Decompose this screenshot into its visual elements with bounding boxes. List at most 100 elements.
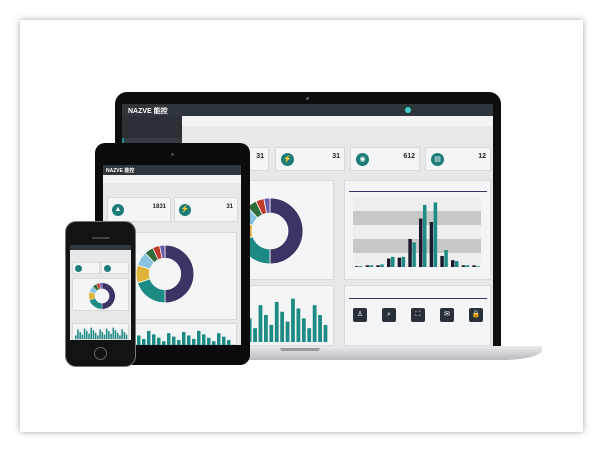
top-bar: NAZVE 能控	[122, 104, 493, 116]
breadcrumb	[103, 175, 241, 183]
donut-slice	[99, 282, 103, 290]
logo: NAZVE 能控	[106, 168, 135, 174]
stat-card: ▤ 12	[425, 147, 491, 171]
histogram-bar	[142, 338, 146, 345]
histogram-bar	[90, 327, 93, 339]
status-icon[interactable]	[405, 107, 411, 113]
histogram-bar	[121, 329, 123, 339]
histogram-bar	[116, 332, 119, 339]
stat-card: ▲ 1831	[107, 197, 171, 222]
donut-slice	[164, 244, 195, 304]
bar	[397, 257, 402, 267]
tablet-donut	[135, 244, 195, 304]
donut-slice	[137, 278, 166, 304]
histogram-bar	[79, 331, 81, 339]
donut-slice	[159, 244, 166, 259]
histogram-bar	[258, 305, 263, 342]
lock-icon[interactable]: 🔒	[469, 308, 483, 322]
message-icon[interactable]: ✉	[440, 308, 454, 322]
histogram-bar	[81, 334, 84, 339]
bar	[440, 255, 444, 267]
histogram-bar	[301, 318, 306, 342]
bar	[359, 266, 363, 267]
histogram-bar	[97, 335, 99, 339]
histogram-bar	[280, 311, 285, 342]
histogram-bar	[192, 338, 196, 345]
histogram-bar	[77, 329, 79, 339]
donut-slice	[269, 197, 304, 265]
bar	[461, 265, 466, 267]
bar	[472, 265, 476, 267]
sidebar-item-home[interactable]	[122, 138, 182, 145]
histogram-bar	[318, 315, 322, 342]
bar	[355, 266, 359, 267]
histogram-bar	[187, 335, 191, 345]
histogram-bar	[114, 330, 117, 339]
histogram-bar	[101, 331, 104, 339]
flash-icon	[104, 265, 111, 272]
donut-slice	[89, 298, 103, 310]
histogram-bar	[137, 335, 141, 345]
pie-card	[72, 278, 129, 311]
stat-value: 31	[226, 204, 233, 210]
stat-value: 31	[332, 153, 340, 160]
logo: NAZVE 能控	[128, 108, 168, 115]
stat-card	[101, 262, 129, 274]
histogram-bar	[307, 328, 312, 342]
bar	[376, 265, 380, 267]
bar	[429, 221, 434, 267]
bar	[465, 265, 470, 267]
flash-icon: ⚡	[281, 153, 294, 166]
histogram-bar	[152, 334, 156, 345]
histogram-bar	[112, 327, 115, 339]
phone-donut	[88, 282, 116, 310]
bar	[412, 242, 416, 267]
bar	[387, 258, 391, 267]
histogram-bar	[323, 324, 328, 342]
user-icon[interactable]: ♙	[353, 308, 367, 322]
histogram-bar	[202, 334, 206, 345]
stat-card: ⚡ 31	[275, 147, 345, 171]
histogram-bar	[147, 330, 151, 345]
histogram-bar	[222, 336, 226, 345]
bar	[433, 202, 438, 267]
stat-value: 612	[403, 153, 415, 160]
histogram-bar	[110, 333, 112, 339]
speaker	[92, 237, 110, 239]
histogram-bar	[212, 341, 216, 345]
camera-icon	[306, 97, 309, 100]
device-icon: ◉	[356, 153, 369, 166]
search-icon[interactable]: ⌕	[382, 308, 396, 322]
histogram-bar	[285, 321, 290, 342]
grid-icon: ▤	[431, 153, 444, 166]
bar	[451, 260, 455, 267]
phone-screen	[70, 245, 131, 340]
histogram-bar	[197, 330, 201, 345]
stat-value: 31	[256, 153, 264, 160]
bar	[423, 204, 427, 267]
histogram-bar	[296, 308, 301, 342]
expand-icon[interactable]: ⛶	[411, 308, 425, 322]
histogram-bar	[123, 331, 126, 339]
phone-histogram	[75, 327, 128, 339]
laptop-bar-chart	[353, 197, 481, 267]
histogram-bar	[217, 333, 221, 345]
bar	[476, 266, 480, 267]
histogram-bar	[94, 332, 97, 339]
histogram-bar	[253, 328, 257, 342]
chart-icon	[75, 265, 82, 272]
home-button[interactable]	[94, 347, 107, 360]
quick-entry-card: ♙ ⌕ ⛶ ✉ 🔒	[344, 285, 491, 346]
donut-slice	[263, 197, 271, 214]
stat-card: ◉ 612	[350, 147, 420, 171]
histogram-bar	[157, 337, 161, 345]
histogram-bar	[172, 336, 176, 345]
donut-slice	[101, 282, 116, 310]
bar	[369, 265, 374, 267]
histogram-bar	[274, 301, 279, 342]
laptop-notch	[280, 348, 320, 351]
histogram-bar	[88, 333, 90, 339]
histogram-bar	[125, 334, 128, 339]
histogram-bar	[182, 332, 186, 345]
stat-card	[72, 262, 100, 274]
